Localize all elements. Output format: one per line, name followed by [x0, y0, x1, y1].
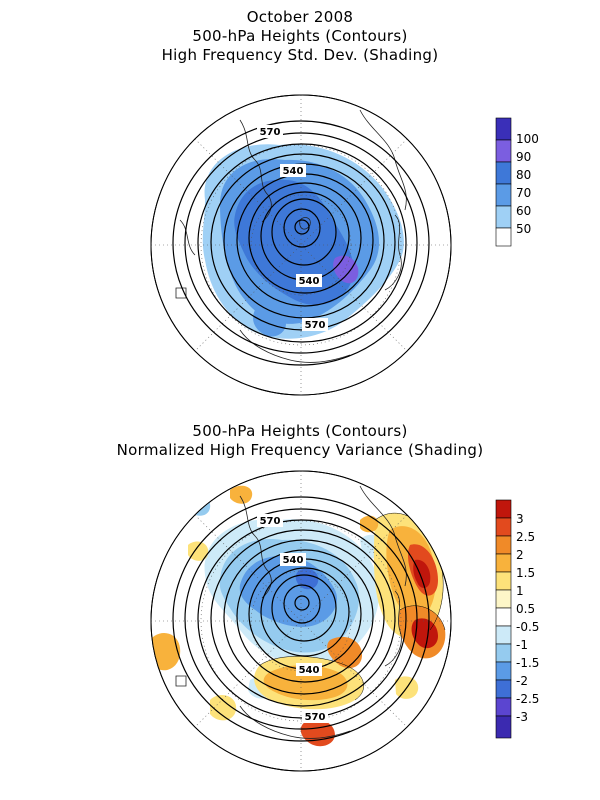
- bottom-panel-titles: 500-hPa Heights (Contours) Normalized Hi…: [0, 422, 600, 460]
- top-cbar-label-50: 50: [516, 222, 531, 236]
- bottom-cbar-label-2: 2: [516, 548, 524, 562]
- bottom-cbar-label-3: 3: [516, 512, 524, 526]
- top-cbar-label-70: 70: [516, 186, 531, 200]
- bottom-title-line-2: Normalized High Frequency Variance (Shad…: [116, 441, 484, 459]
- bottom-cbar-label-neg-3: -3: [516, 710, 528, 724]
- top-std-dev-shading: [202, 144, 404, 339]
- top-title-line-1: October 2008: [246, 8, 354, 26]
- top-title-line-2: 500-hPa Heights (Contours): [192, 27, 408, 45]
- top-graticule: [151, 95, 451, 395]
- bottom-variance-shading: [151, 485, 446, 747]
- top-colorbar: 100 90 80 70 60 50: [495, 117, 539, 247]
- top-panel-titles: October 2008 500-hPa Heights (Contours) …: [0, 8, 600, 65]
- bottom-title-line-1: 500-hPa Heights (Contours): [192, 422, 408, 440]
- bottom-cbar-label-neg-1: -1: [516, 638, 528, 652]
- bottom-colorbar: 3 2.5 2 1.5 1 0.5 -0.5 -1 -1.5 -2 -2.5 -…: [495, 499, 539, 739]
- bottom-cbar-label-neg-1-5: -1.5: [516, 656, 539, 670]
- bottom-cbar-label-1-5: 1.5: [516, 566, 535, 580]
- top-contour-labels: 570 540 540 570: [257, 125, 328, 331]
- top-title-line-3: High Frequency Std. Dev. (Shading): [161, 46, 439, 64]
- top-contour-label-570-b: 570: [305, 320, 326, 331]
- bottom-cbar-label-neg-2-5: -2.5: [516, 692, 539, 706]
- top-cbar-label-80: 80: [516, 168, 531, 182]
- bottom-polar-map: 570 540 540 570: [150, 470, 452, 772]
- bottom-contour-labels: 570 540 540 570: [257, 514, 328, 723]
- top-cbar-label-60: 60: [516, 204, 531, 218]
- top-cbar-label-90: 90: [516, 150, 531, 164]
- bottom-cbar-label-neg-2: -2: [516, 674, 528, 688]
- top-contour-label-540-a: 540: [283, 166, 304, 177]
- bottom-contour-label-570-b: 570: [305, 712, 326, 723]
- top-contour-label-570-a: 570: [260, 127, 281, 138]
- top-polar-map: 570 540 540 570: [150, 94, 452, 396]
- bottom-cbar-label-neg-0-5: -0.5: [516, 620, 539, 634]
- bottom-cbar-label-0-5: 0.5: [516, 602, 535, 616]
- bottom-contour-label-570-a: 570: [260, 516, 281, 527]
- bottom-cbar-label-1: 1: [516, 584, 524, 598]
- bottom-contour-label-540-b: 540: [299, 665, 320, 676]
- bottom-cbar-label-2-5: 2.5: [516, 530, 535, 544]
- bottom-graticule: [151, 471, 451, 771]
- top-contour-label-540-b: 540: [299, 276, 320, 287]
- bottom-contour-label-540-a: 540: [283, 555, 304, 566]
- top-cbar-label-100: 100: [516, 132, 539, 146]
- top-height-contours: [172, 120, 430, 366]
